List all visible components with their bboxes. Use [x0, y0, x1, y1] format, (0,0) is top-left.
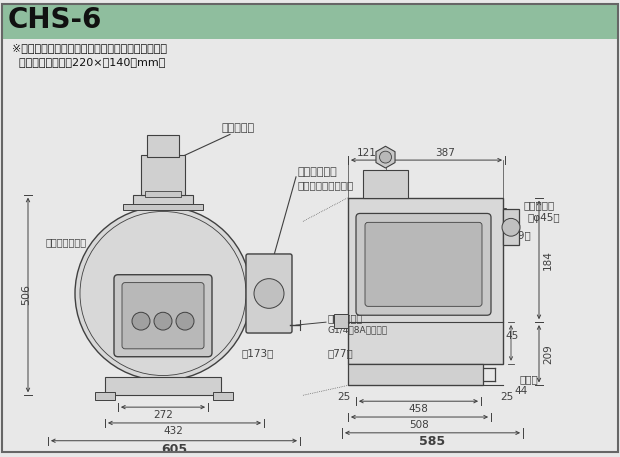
Text: 585: 585 — [420, 435, 446, 448]
Bar — [348, 364, 483, 385]
Bar — [133, 195, 193, 207]
Text: 184: 184 — [543, 250, 553, 270]
Text: （49）: （49） — [505, 230, 531, 240]
Circle shape — [502, 218, 520, 236]
Circle shape — [154, 312, 172, 330]
Text: ※バーナー取付け左右可能。（左・右キャップ付）: ※バーナー取付け左右可能。（左・右キャップ付） — [12, 43, 167, 53]
FancyBboxPatch shape — [122, 282, 204, 349]
Bar — [334, 314, 348, 328]
Bar — [105, 377, 221, 395]
Bar — [141, 155, 185, 195]
Text: CHS-6: CHS-6 — [8, 5, 102, 34]
Bar — [363, 170, 408, 197]
Bar — [95, 392, 115, 400]
FancyBboxPatch shape — [246, 254, 292, 333]
Text: 387: 387 — [436, 148, 456, 158]
FancyBboxPatch shape — [356, 213, 491, 315]
Text: 過熱防止装置: 過熱防止装置 — [298, 167, 338, 177]
Text: 空だき防止装置: 空だき防止装置 — [46, 237, 87, 247]
Polygon shape — [376, 146, 395, 168]
Bar — [213, 392, 233, 400]
Text: 432: 432 — [163, 426, 183, 436]
FancyBboxPatch shape — [365, 223, 482, 306]
Circle shape — [132, 312, 150, 330]
Text: 44: 44 — [515, 386, 528, 396]
Text: （φ45）: （φ45） — [528, 213, 560, 223]
Bar — [348, 197, 503, 364]
Bar — [145, 191, 181, 197]
FancyBboxPatch shape — [114, 275, 212, 357]
Text: 121: 121 — [357, 148, 377, 158]
Text: φ114: φ114 — [149, 135, 176, 145]
Text: 508: 508 — [410, 420, 430, 430]
Text: 458: 458 — [409, 404, 428, 414]
Text: 炒口開口寸法／幋220×高140（mm）: 炒口開口寸法／幋220×高140（mm） — [12, 57, 166, 67]
Circle shape — [254, 279, 284, 308]
Text: 通風調節器: 通風調節器 — [221, 123, 255, 133]
Text: 25: 25 — [337, 392, 351, 402]
Circle shape — [176, 312, 194, 330]
Bar — [147, 135, 179, 157]
Text: 45: 45 — [505, 331, 518, 341]
Text: （173）: （173） — [242, 348, 274, 358]
Bar — [123, 203, 203, 211]
Text: G1/4（8Aオネジ）: G1/4（8Aオネジ） — [328, 325, 388, 335]
Text: （77）: （77） — [327, 348, 353, 358]
Text: 25: 25 — [500, 392, 513, 402]
Bar — [2, 4, 618, 38]
Circle shape — [75, 207, 251, 381]
Text: 送油管接続口: 送油管接続口 — [328, 313, 363, 323]
Text: ふろ循環口: ふろ循環口 — [524, 201, 556, 211]
Text: （背面カバー内部）: （背面カバー内部） — [298, 180, 354, 190]
Text: 209: 209 — [543, 344, 553, 364]
Bar — [503, 209, 519, 245]
Text: 506: 506 — [21, 284, 31, 305]
Text: 排水栓: 排水栓 — [520, 374, 539, 384]
Text: 272: 272 — [153, 410, 173, 420]
Circle shape — [379, 151, 391, 163]
Text: 605: 605 — [161, 443, 187, 456]
